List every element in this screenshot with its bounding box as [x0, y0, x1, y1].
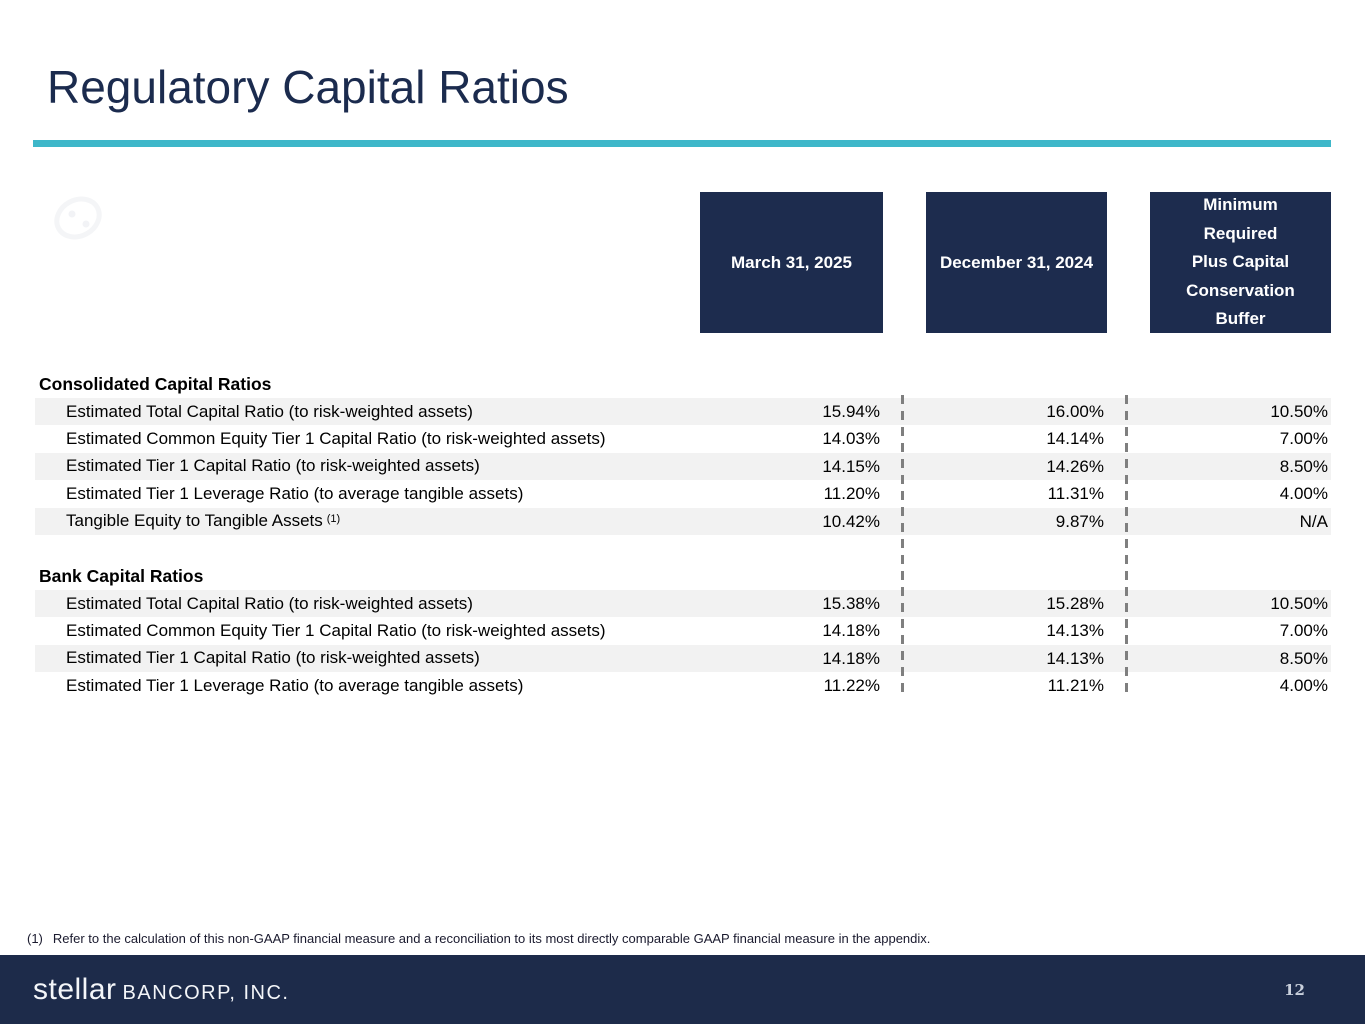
table-row: Estimated Tier 1 Leverage Ratio (to aver…: [35, 480, 1331, 507]
row-value-minimum: 8.50%: [1150, 644, 1331, 673]
dashed-column-divider: [901, 395, 904, 697]
table-row: Estimated Total Capital Ratio (to risk-w…: [35, 589, 1331, 618]
row-label: Estimated Total Capital Ratio (to risk-w…: [35, 589, 700, 618]
column-gap: [883, 672, 926, 699]
table-row: Estimated Common Equity Tier 1 Capital R…: [35, 617, 1331, 644]
capital-ratios-table: Consolidated Capital Ratios Estimated To…: [35, 371, 1331, 700]
section-header-bank: Bank Capital Ratios: [39, 565, 204, 586]
row-label: Estimated Common Equity Tier 1 Capital R…: [66, 429, 606, 449]
row-value-december: 14.26%: [926, 452, 1107, 481]
row-value-december: 14.13%: [926, 644, 1107, 673]
row-value-march: 14.18%: [700, 644, 883, 673]
column-header-december: December 31, 2024: [926, 192, 1107, 333]
row-label: Estimated Tier 1 Leverage Ratio (to aver…: [66, 483, 524, 503]
page-number: 12: [1284, 980, 1305, 999]
column-header-minimum-line: Conservation: [1186, 280, 1295, 300]
column-gap: [883, 589, 926, 618]
row-value-march: 15.94%: [700, 398, 883, 426]
row-value-minimum: 10.50%: [1150, 589, 1331, 618]
column-gap: [1107, 398, 1150, 426]
column-gap: [1107, 507, 1150, 535]
row-value-march: 14.15%: [700, 452, 883, 481]
row-value-march: 15.38%: [700, 589, 883, 618]
row-value-minimum: 10.50%: [1150, 398, 1331, 426]
row-value-december: 16.00%: [926, 398, 1107, 426]
column-header-minimum-line: Minimum: [1203, 195, 1278, 215]
column-gap: [1107, 480, 1150, 507]
row-value-march: 11.20%: [823, 484, 880, 504]
table-row: Estimated Common Equity Tier 1 Capital R…: [35, 425, 1331, 452]
row-value-minimum: 7.00%: [1279, 429, 1328, 449]
column-gap: [883, 480, 926, 507]
column-header-march: March 31, 2025: [700, 192, 883, 333]
footer-bar: stellar BANCORP, INC. 12: [0, 955, 1365, 1024]
footnote-marker-sup: (1): [326, 513, 341, 526]
column-gap: [1107, 589, 1150, 618]
column-gap: [883, 507, 926, 535]
row-value-minimum: 4.00%: [1279, 484, 1328, 504]
row-value-minimum: 8.50%: [1150, 452, 1331, 481]
column-gap: [883, 644, 926, 673]
column-header-december-label: December 31, 2024: [939, 252, 1094, 272]
row-value-december: 14.13%: [1046, 621, 1104, 641]
dashed-column-divider: [1125, 395, 1128, 697]
column-header-minimum-line: Plus Capital: [1191, 252, 1290, 272]
row-value-march: 14.18%: [822, 621, 880, 641]
table-row: Estimated Tier 1 Leverage Ratio (to aver…: [35, 672, 1331, 699]
row-label: Estimated Tier 1 Capital Ratio (to risk-…: [35, 644, 700, 673]
row-value-minimum: N/A: [1150, 507, 1331, 535]
footnote-marker: (1): [27, 931, 43, 946]
column-gap: [883, 398, 926, 426]
column-gap: [883, 425, 926, 452]
page-title: Regulatory Capital Ratios: [47, 61, 569, 113]
row-value-december: 15.28%: [926, 589, 1107, 618]
column-gap: [1107, 617, 1150, 644]
column-header-minimum: Minimum Required Plus Capital Conservati…: [1150, 192, 1331, 333]
column-gap: [1107, 644, 1150, 673]
table-row: Estimated Tier 1 Capital Ratio (to risk-…: [35, 452, 1331, 481]
row-label: Tangible Equity to Tangible Assets (1): [35, 507, 700, 535]
column-gap: [1107, 452, 1150, 481]
footnote-text: Refer to the calculation of this non-GAA…: [52, 931, 931, 946]
row-value-december: 9.87%: [926, 507, 1107, 535]
row-value-march: 11.22%: [823, 676, 880, 696]
column-gap: [883, 617, 926, 644]
logo-suffix: BANCORP, INC.: [122, 981, 290, 1004]
row-label: Estimated Tier 1 Leverage Ratio (to aver…: [66, 675, 524, 695]
row-value-minimum: 4.00%: [1279, 676, 1328, 696]
row-value-march: 10.42%: [700, 507, 883, 535]
footnote: (1) Refer to the calculation of this non…: [27, 931, 930, 946]
title-accent-rule: [33, 140, 1331, 147]
stellar-bancorp-logo: stellar BANCORP, INC.: [33, 973, 289, 1007]
row-value-minimum: 7.00%: [1279, 621, 1328, 641]
logo-wordmark: stellar: [33, 972, 117, 1006]
column-gap: [1107, 672, 1150, 699]
row-label: Estimated Tier 1 Capital Ratio (to risk-…: [35, 452, 700, 481]
row-label: Estimated Common Equity Tier 1 Capital R…: [66, 621, 606, 641]
faint-watermark-icon: [54, 196, 102, 240]
table-row: Tangible Equity to Tangible Assets (1) 10…: [35, 507, 1331, 535]
column-gap: [1107, 425, 1150, 452]
row-value-march: 14.03%: [822, 429, 880, 449]
section-header-consolidated: Consolidated Capital Ratios: [39, 374, 272, 394]
table-row: Estimated Tier 1 Capital Ratio (to risk-…: [35, 644, 1331, 673]
row-value-december: 11.31%: [1047, 484, 1104, 504]
column-header-minimum-line: Required: [1203, 223, 1278, 243]
column-gap: [883, 452, 926, 481]
row-value-december: 14.14%: [1046, 429, 1104, 449]
column-header-march-label: March 31, 2025: [731, 252, 852, 272]
row-value-december: 11.21%: [1047, 676, 1104, 696]
section-spacer: [35, 535, 1331, 563]
row-label: Estimated Total Capital Ratio (to risk-w…: [35, 398, 700, 426]
column-header-minimum-line: Buffer: [1215, 309, 1266, 329]
table-row: Estimated Total Capital Ratio (to risk-w…: [35, 398, 1331, 426]
